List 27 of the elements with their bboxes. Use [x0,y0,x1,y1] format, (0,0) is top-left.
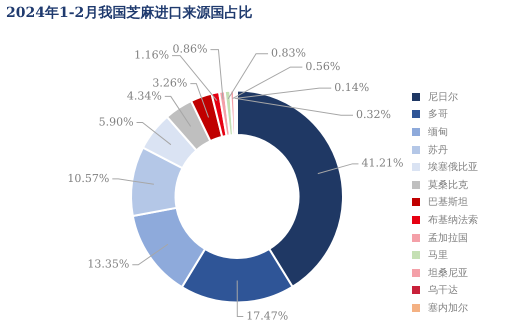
chart-title: 2024年1-2月我国芝麻进口来源国占比 [6,4,252,22]
legend-label: 塞内加尔 [428,302,468,315]
data-label: 41.21% [361,156,404,170]
legend-label: 多哥 [428,108,448,122]
data-label: 0.32% [356,108,391,122]
legend-label: 坦桑尼亚 [428,266,468,280]
data-label: 5.90% [98,115,134,128]
data-label: 4.34% [126,89,162,102]
data-label: 3.26% [152,76,188,90]
legend-label: 巴基斯坦 [428,196,468,210]
data-label: 0.83% [271,46,306,60]
data-label: 17.47% [246,309,288,322]
data-label: 0.14% [334,81,370,94]
legend-label: 苏丹 [428,144,448,157]
data-label: 1.16% [134,48,170,62]
legend-label: 孟加拉国 [428,232,468,245]
legend-label: 莫桑比克 [428,178,468,192]
legend-label: 埃塞俄比亚 [428,160,478,174]
legend-label: 尼日尔 [428,90,458,104]
data-label: 10.57% [67,172,110,185]
legend-label: 乌干达 [428,284,458,298]
data-label: 0.86% [172,42,208,56]
data-label: 13.35% [87,258,130,271]
legend-label: 马里 [428,249,448,262]
data-label: 0.56% [305,60,340,73]
legend-label: 缅甸 [428,126,448,139]
legend-label: 布基纳法索 [428,214,478,227]
